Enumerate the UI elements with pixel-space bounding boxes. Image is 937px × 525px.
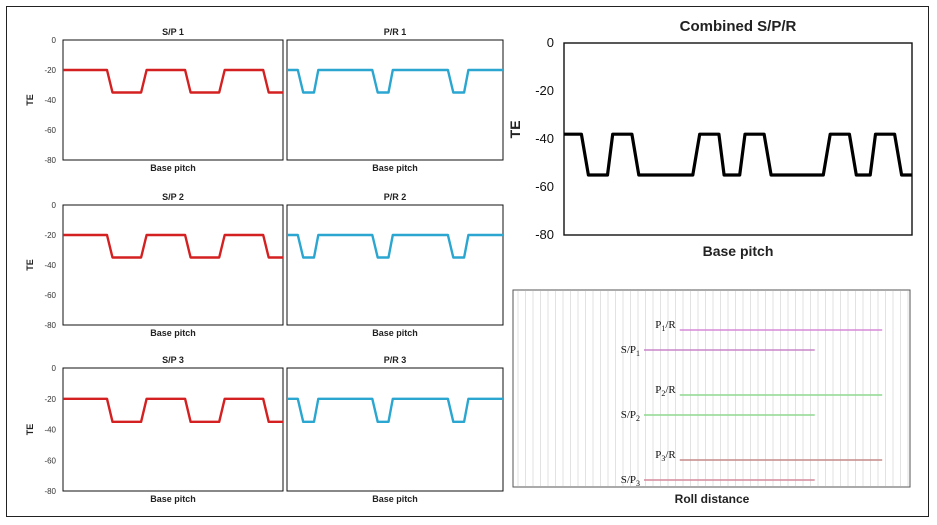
- roll-row: S/P1: [621, 344, 815, 358]
- chart-sp2: S/P 2 Base pitch TE 0 -20 -40 -60 -80: [25, 192, 284, 338]
- chart-combined: Combined S/P/R Base pitch TE 0 -20 -40 -60 -80: [507, 18, 913, 259]
- roll-row-label-main: P: [655, 319, 661, 331]
- y-tick-label-combined: -20: [535, 83, 554, 98]
- chart-pr1: P/R 1 Base pitch: [286, 27, 504, 173]
- chart-title-sp1: S/P 1: [162, 27, 184, 37]
- roll-distance-gridlines: [517, 291, 909, 486]
- roll-row-label: S/P1: [621, 344, 640, 358]
- series-line-pr2: [287, 233, 503, 259]
- y-tick-label-sp1: -60: [44, 126, 56, 135]
- y-tick-label-sp3: 0: [52, 364, 57, 373]
- plot-area-pr2: [286, 204, 504, 326]
- y-axis-label-sp3: TE: [25, 424, 35, 436]
- roll-row-label-subscript: 1: [636, 349, 640, 358]
- roll-row-label-main: S/P: [621, 409, 636, 421]
- y-tick-label-sp3: -60: [44, 456, 56, 465]
- y-tick-label-sp2: -20: [44, 231, 56, 240]
- x-axis-label-combined: Base pitch: [703, 243, 774, 259]
- plot-area-sp1: [62, 39, 284, 161]
- series-line-sp3: [63, 397, 283, 423]
- plot-area-combined: [563, 42, 913, 236]
- roll-row-label: P2/R: [655, 384, 676, 398]
- y-tick-label-sp1: -40: [44, 96, 56, 105]
- y-tick-label-sp2: -40: [44, 261, 56, 270]
- roll-row-label: P3/R: [655, 449, 676, 463]
- roll-row: P1/R: [655, 319, 883, 333]
- roll-row-label: S/P2: [621, 409, 640, 423]
- chart-sp3: S/P 3 Base pitch TE 0 -20 -40 -60 -80: [25, 355, 284, 504]
- roll-row-label-subscript: 3: [661, 454, 665, 463]
- y-tick-label-sp3: -40: [44, 426, 56, 435]
- series-line-sp2: [63, 233, 283, 259]
- charts-group: S/P 1 Base pitch TE 0 -20 -40 -60 -80 P/R 1 Base …: [25, 18, 913, 504]
- x-axis-label-sp3: Base pitch: [150, 494, 196, 504]
- y-tick-label-combined: 0: [547, 35, 554, 50]
- roll-row-label-suffix: /R: [665, 449, 676, 461]
- roll-row-label-subscript: 2: [661, 389, 665, 398]
- chart-pr3: P/R 3 Base pitch: [286, 355, 504, 504]
- plot-area-sp3: [62, 367, 284, 492]
- series-line-sp1: [63, 68, 283, 94]
- y-tick-label-combined: -60: [535, 179, 554, 194]
- chart-title-combined: Combined S/P/R: [680, 18, 797, 35]
- y-axis-label-sp1: TE: [25, 94, 35, 106]
- roll-row-label-main: P: [655, 449, 661, 461]
- roll-row-label: S/P3: [621, 474, 640, 488]
- y-tick-label-sp3: -80: [44, 487, 56, 496]
- roll-row-label-subscript: 2: [636, 414, 640, 423]
- roll-distance-x-label: Roll distance: [675, 492, 750, 506]
- y-tick-label-combined: -40: [535, 131, 554, 146]
- y-axis-label-combined: TE: [507, 120, 523, 138]
- x-axis-label-pr2: Base pitch: [372, 328, 418, 338]
- roll-row: S/P2: [621, 409, 815, 423]
- roll-row: P2/R: [655, 384, 883, 398]
- chart-sp1: S/P 1 Base pitch TE 0 -20 -40 -60 -80: [25, 27, 284, 173]
- chart-title-sp3: S/P 3: [162, 355, 184, 365]
- y-tick-label-sp3: -20: [44, 395, 56, 404]
- series-line-combined: [564, 132, 912, 177]
- roll-row-label-main: S/P: [621, 344, 636, 356]
- x-axis-label-sp2: Base pitch: [150, 328, 196, 338]
- y-tick-label-sp1: -20: [44, 66, 56, 75]
- roll-row-label-subscript: 3: [636, 479, 640, 488]
- y-tick-label-sp1: 0: [52, 36, 57, 45]
- roll-row-label-main: S/P: [621, 474, 636, 486]
- plot-area-sp2: [62, 204, 284, 326]
- x-axis-label-sp1: Base pitch: [150, 163, 196, 173]
- y-tick-label-sp1: -80: [44, 156, 56, 165]
- roll-row-label-suffix: /R: [665, 319, 676, 331]
- chart-pr2: P/R 2 Base pitch: [286, 192, 504, 338]
- y-axis-label-sp2: TE: [25, 259, 35, 271]
- x-axis-label-pr3: Base pitch: [372, 494, 418, 504]
- y-tick-label-sp2: -80: [44, 321, 56, 330]
- plot-area-pr1: [286, 39, 504, 161]
- chart-title-pr2: P/R 2: [384, 192, 407, 202]
- roll-distance-box: [512, 289, 911, 488]
- roll-row: S/P3: [621, 474, 815, 488]
- y-tick-label-combined: -80: [535, 227, 554, 242]
- x-axis-label-pr1: Base pitch: [372, 163, 418, 173]
- plot-area-pr3: [286, 367, 504, 492]
- chart-title-pr1: P/R 1: [384, 27, 407, 37]
- y-tick-label-sp2: 0: [52, 201, 57, 210]
- series-line-pr1: [287, 68, 503, 94]
- roll-row-label-main: P: [655, 384, 661, 396]
- roll-row: P3/R: [655, 449, 883, 463]
- chart-title-sp2: S/P 2: [162, 192, 184, 202]
- roll-row-label-suffix: /R: [665, 384, 676, 396]
- roll-row-label: P1/R: [655, 319, 676, 333]
- series-line-pr3: [287, 397, 503, 423]
- y-tick-label-sp2: -60: [44, 291, 56, 300]
- chart-title-pr3: P/R 3: [384, 355, 407, 365]
- figure-frame: [6, 6, 929, 517]
- roll-row-label-subscript: 1: [661, 324, 665, 333]
